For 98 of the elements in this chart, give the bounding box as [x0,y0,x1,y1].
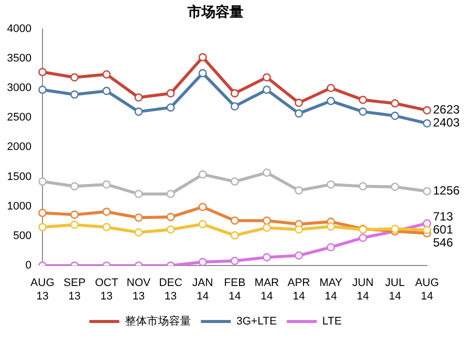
point [198,202,207,212]
y-tick-label: 500 [13,230,32,242]
point [294,109,303,118]
point [422,119,432,128]
point [134,93,143,102]
point [198,53,207,62]
x-tick-label: AUG 13 [30,277,54,302]
x-tick-label: JUL 14 [385,277,405,302]
point [166,212,175,222]
point [102,86,111,96]
point [230,256,239,266]
point [230,231,239,240]
point [102,222,111,232]
point [102,208,111,216]
point [326,243,336,252]
point [198,258,207,266]
legend-label: 整体市场容量 [124,314,191,328]
point [326,84,336,92]
x-tick-label: DEC 13 [159,277,182,302]
x-tick-label: FEB 14 [224,277,246,302]
point [198,69,207,78]
point [390,99,400,108]
y-tick-label: 4000 [6,22,32,35]
x-tick-label: JUN 14 [352,277,374,302]
legend-label: 3G+LTE [236,316,277,328]
point [358,96,368,104]
point [422,106,432,114]
point [166,103,175,112]
point [422,219,432,228]
point [70,182,79,190]
x-tick-label: APR 14 [288,277,310,302]
y-tick-label: 1500 [6,170,32,183]
point [38,68,47,76]
point [102,180,111,189]
x-tick-label: MAY 14 [319,277,344,302]
y-tick-label: 1000 [6,200,32,212]
point [390,112,400,120]
point [262,224,271,232]
point [230,102,239,110]
x-tick-label: JAN 14 [192,277,214,302]
point [134,228,143,237]
point [134,214,143,222]
y-tick-label: 3000 [6,82,32,94]
point [166,89,175,98]
point [38,177,47,186]
chart-title: 市场容量 [186,3,244,20]
y-tick-label: 0 [25,260,32,272]
point [326,96,336,106]
point [326,222,336,231]
point [358,108,368,116]
x-tick-label: AUG 14 [415,277,439,302]
y-tick-label: 3500 [6,52,32,64]
point [294,98,303,107]
data-label: 2623 [433,102,460,117]
point [294,186,303,195]
x-tick-label: MAR 14 [254,277,280,302]
legend-label: LTE [322,316,342,328]
point [102,70,111,79]
point [422,187,432,196]
point [294,225,303,234]
point [262,86,271,94]
point [198,220,207,228]
point [262,73,271,82]
y-tick-label: 2000 [6,141,32,154]
point [38,222,47,232]
point [70,210,79,219]
point [134,108,143,116]
data-label: 601 [433,222,454,236]
point [198,170,207,179]
point [166,225,175,234]
point [230,177,239,186]
point [390,224,400,234]
data-label: 713 [433,209,454,224]
point [358,234,368,242]
data-label: 546 [433,235,454,250]
point [70,220,79,229]
point [262,253,271,262]
x-tick-label: NOV 13 [126,277,152,302]
point [230,216,239,225]
point [262,216,271,225]
point [70,73,79,82]
point [134,190,143,198]
point [422,226,432,234]
data-label: 1256 [433,184,460,198]
point [230,89,239,98]
point [38,86,47,94]
point [390,182,400,192]
x-tick-label: SEP 13 [64,277,86,302]
point [358,182,368,190]
point [70,90,79,99]
point [294,251,303,260]
point [262,168,271,177]
data-label: 2403 [433,116,460,130]
y-tick-label: 2500 [6,112,32,124]
point [326,180,336,189]
point [166,190,175,198]
x-tick-label: OCT 13 [94,277,118,302]
point [38,208,47,218]
